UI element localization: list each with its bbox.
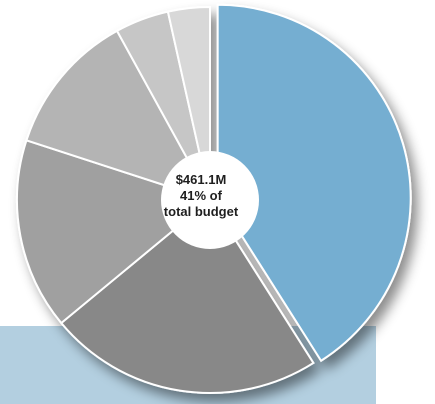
center-caption: total budget bbox=[163, 204, 239, 219]
center-percent: 41% of bbox=[180, 188, 222, 203]
pie-slice-1 bbox=[216, 3, 412, 363]
pie-center-hole bbox=[161, 151, 259, 249]
center-amount: $461.1M bbox=[175, 172, 227, 187]
pie-slice-3 bbox=[16, 139, 213, 325]
center-label: $461.1M 41% of total budget bbox=[158, 172, 244, 220]
pie-slice-2 bbox=[59, 198, 315, 394]
pie-slice-4 bbox=[25, 29, 213, 202]
pie-slice-6 bbox=[166, 5, 211, 201]
